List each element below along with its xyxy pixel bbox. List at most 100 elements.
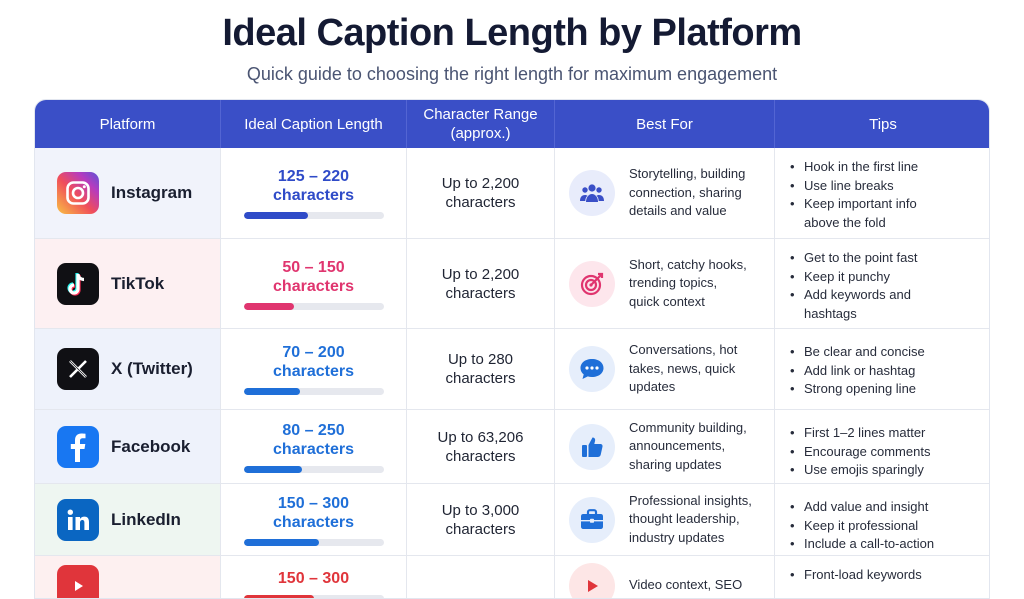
tip-item: hashtags — [789, 305, 990, 324]
character-range-cell — [407, 556, 555, 599]
best-for-line: Conversations, hot — [629, 341, 737, 360]
header-best-for: Best For — [555, 100, 775, 148]
platform-name: Facebook — [111, 437, 190, 457]
character-range-value: Up to 3,000 — [442, 501, 520, 520]
header-platform: Platform — [35, 100, 221, 148]
best-for-line: Professional insights, — [629, 492, 752, 511]
length-bar — [244, 539, 384, 546]
tip-item: Get to the point fast — [789, 249, 990, 268]
best-for-line: thought leadership, — [629, 510, 752, 529]
tiktok-logo-icon — [57, 263, 99, 305]
best-for-line: details and value — [629, 202, 745, 221]
best-for-line: Community building, — [629, 419, 747, 438]
tip-item: First 1–2 lines matter — [789, 424, 990, 443]
header-range-line1: Character Range — [423, 105, 537, 124]
best-for-line: connection, sharing — [629, 184, 745, 203]
length-bar — [244, 595, 384, 599]
tips-list: First 1–2 lines matterEncourage comments… — [789, 424, 990, 480]
best-for-text: Community building,announcements,sharing… — [629, 419, 747, 475]
ideal-length-range: 70 – 200 — [273, 343, 354, 362]
best-for-line: industry updates — [629, 529, 752, 548]
header-range-line2: (approx.) — [423, 124, 537, 143]
x-logo-icon — [57, 348, 99, 390]
platform-name: X (Twitter) — [111, 359, 193, 379]
youtube-logo-icon — [57, 565, 99, 599]
ideal-length-cell: 150 – 300 — [221, 556, 407, 599]
platform-cell: LinkedIn — [35, 484, 221, 555]
best-for-line: trending topics, — [629, 274, 747, 293]
table-row: 150 – 300 Video context, SEO Front-load ke… — [35, 556, 990, 599]
tip-item: Use emojis sparingly — [789, 461, 990, 480]
target-icon — [569, 261, 615, 307]
character-range-unit: characters — [442, 284, 520, 303]
table-header: Platform Ideal Caption Length Character … — [35, 100, 990, 148]
tip-item: Hook in the first line — [789, 158, 990, 177]
tip-item: Front-load keywords — [789, 566, 990, 585]
best-for-cell: Professional insights,thought leadership… — [555, 484, 775, 555]
tip-item: Add keywords and — [789, 286, 990, 305]
page-title: Ideal Caption Length by Platform — [0, 12, 1024, 55]
tips-cell: Hook in the first lineUse line breaksKee… — [775, 148, 990, 238]
best-for-line: takes, news, quick — [629, 360, 737, 379]
character-range-value: Up to 2,200 — [442, 174, 520, 193]
tip-item: Strong opening line — [789, 380, 990, 399]
platform-name: LinkedIn — [111, 510, 181, 530]
tip-item: above the fold — [789, 214, 990, 233]
ideal-length-unit: characters — [273, 440, 354, 459]
tips-cell: First 1–2 lines matterEncourage comments… — [775, 410, 990, 483]
platform-cell: Instagram — [35, 148, 221, 238]
best-for-text: Short, catchy hooks,trending topics,quic… — [629, 256, 747, 312]
ideal-length-unit: characters — [273, 362, 354, 381]
linkedin-logo-icon — [57, 499, 99, 541]
ideal-length-unit: characters — [273, 277, 354, 296]
tips-list: Be clear and conciseAdd link or hashtagS… — [789, 343, 990, 399]
tips-cell: Front-load keywords — [775, 556, 990, 599]
best-for-cell: Short, catchy hooks,trending topics,quic… — [555, 239, 775, 328]
best-for-line: updates — [629, 378, 737, 397]
best-for-line: Storytelling, building — [629, 165, 745, 184]
header-character-range: Character Range (approx.) — [407, 100, 555, 148]
group-icon — [569, 170, 615, 216]
tips-cell: Get to the point fastKeep it punchyAdd k… — [775, 239, 990, 328]
tips-list: Hook in the first lineUse line breaksKee… — [789, 158, 990, 232]
character-range-value: Up to 63,206 — [438, 428, 524, 447]
length-bar-fill — [244, 212, 308, 219]
length-bar-fill — [244, 595, 314, 599]
tips-cell: Be clear and conciseAdd link or hashtagS… — [775, 329, 990, 409]
briefcase-icon — [569, 497, 615, 543]
tip-item: Keep it professional — [789, 517, 990, 536]
tip-item: Encourage comments — [789, 443, 990, 462]
thumbs-up-icon — [569, 424, 615, 470]
ideal-length-range: 150 – 300 — [278, 569, 349, 588]
character-range-unit: characters — [445, 369, 515, 388]
best-for-line: Video context, SEO — [629, 576, 742, 595]
header-ideal-length: Ideal Caption Length — [221, 100, 407, 148]
best-for-line: sharing updates — [629, 456, 747, 475]
character-range-unit: characters — [442, 193, 520, 212]
page-subtitle: Quick guide to choosing the right length… — [0, 64, 1024, 85]
chat-bubble-icon — [569, 346, 615, 392]
platform-cell: Facebook — [35, 410, 221, 483]
best-for-text: Video context, SEO — [629, 576, 742, 595]
tip-item: Use line breaks — [789, 177, 990, 196]
tips-cell: Add value and insightKeep it professiona… — [775, 484, 990, 555]
tips-list: Get to the point fastKeep it punchyAdd k… — [789, 249, 990, 323]
length-bar — [244, 466, 384, 473]
caption-length-table: Platform Ideal Caption Length Character … — [34, 99, 990, 599]
length-bar — [244, 212, 384, 219]
